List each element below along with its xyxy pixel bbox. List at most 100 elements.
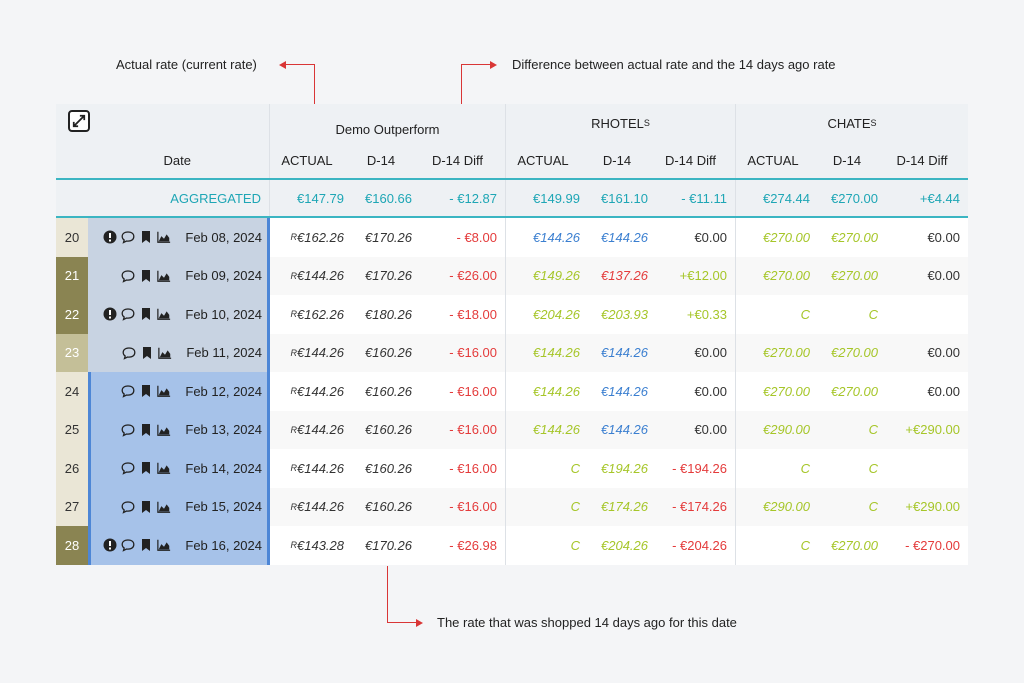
bookmark-icon[interactable]: [140, 346, 154, 360]
column-header-d14-diff[interactable]: D-14 Diff: [654, 142, 736, 178]
d14-rate-cell[interactable]: €144.26: [601, 422, 648, 438]
chart-icon[interactable]: [157, 230, 171, 244]
group-header[interactable]: Demo Outperform: [270, 104, 506, 142]
d14-rate-cell[interactable]: €203.93: [601, 306, 648, 322]
date-cell[interactable]: Feb 14, 2024: [88, 449, 270, 488]
actual-rate-cell[interactable]: R €162.26: [270, 295, 350, 334]
comment-icon[interactable]: [121, 538, 135, 552]
d14-diff-cell[interactable]: - €16.00: [418, 410, 506, 449]
group-header[interactable]: RHOTEL S: [506, 104, 736, 142]
d14-rate-cell[interactable]: €270.00: [831, 229, 878, 245]
d14-rate-cell[interactable]: €144.26: [601, 345, 648, 361]
d14-diff-cell[interactable]: €0.00: [654, 333, 736, 372]
d14-diff-cell[interactable]: - €18.00: [418, 295, 506, 334]
d14-diff-cell[interactable]: +€12.00: [654, 256, 736, 295]
actual-rate-cell[interactable]: C: [570, 499, 580, 515]
d14-rate-cell[interactable]: €270.00: [831, 537, 878, 553]
column-header-d14-diff[interactable]: D-14 Diff: [418, 142, 506, 178]
comment-icon[interactable]: [121, 461, 135, 475]
actual-rate-cell[interactable]: R €144.26: [270, 372, 350, 411]
actual-rate-cell[interactable]: €144.26: [533, 345, 580, 361]
bookmark-icon[interactable]: [139, 384, 153, 398]
date-cell[interactable]: Feb 11, 2024: [88, 333, 270, 372]
d14-rate-cell[interactable]: €170.26: [365, 268, 412, 284]
date-cell[interactable]: Feb 16, 2024: [88, 526, 270, 565]
table-row[interactable]: 20 Feb 08, 2024 R €162.26 €170.26 - €8.00 €144…: [56, 218, 968, 257]
d14-rate-cell[interactable]: C: [868, 422, 878, 438]
column-header-actual[interactable]: ACTUAL: [747, 152, 799, 168]
chart-icon[interactable]: [157, 307, 171, 321]
bookmark-icon[interactable]: [139, 269, 153, 283]
actual-rate-cell[interactable]: €290.00: [763, 422, 810, 438]
d14-diff-cell[interactable]: - €174.26: [654, 487, 736, 526]
d14-diff-cell[interactable]: - €16.00: [418, 372, 506, 411]
actual-rate-cell[interactable]: €204.26: [533, 306, 580, 322]
d14-diff-cell[interactable]: - €26.98: [418, 526, 506, 565]
bookmark-icon[interactable]: [139, 423, 153, 437]
d14-diff-cell[interactable]: - €16.00: [418, 487, 506, 526]
d14-diff-cell[interactable]: €0.00: [654, 410, 736, 449]
actual-rate-cell[interactable]: €144.26: [533, 229, 580, 245]
actual-rate-cell[interactable]: €149.26: [533, 268, 580, 284]
actual-rate-cell[interactable]: R €143.28: [270, 526, 350, 565]
d14-diff-cell[interactable]: - €270.00: [905, 537, 960, 553]
d14-diff-cell[interactable]: [884, 295, 968, 334]
date-cell[interactable]: Feb 10, 2024: [88, 295, 270, 334]
d14-rate-cell[interactable]: €204.26: [601, 537, 648, 553]
chart-icon[interactable]: [158, 346, 172, 360]
group-header[interactable]: CHATE S: [736, 104, 968, 142]
comment-icon[interactable]: [121, 500, 135, 514]
d14-diff-cell[interactable]: - €16.00: [418, 333, 506, 372]
chart-icon[interactable]: [157, 538, 171, 552]
bookmark-icon[interactable]: [139, 230, 153, 244]
d14-rate-cell[interactable]: €170.26: [365, 229, 412, 245]
actual-rate-cell[interactable]: C: [570, 460, 580, 476]
d14-diff-cell[interactable]: - €8.00: [418, 218, 506, 257]
actual-rate-cell[interactable]: €144.26: [533, 383, 580, 399]
d14-diff-cell[interactable]: +€290.00: [905, 499, 960, 515]
date-cell[interactable]: Feb 12, 2024: [88, 372, 270, 411]
d14-rate-cell[interactable]: C: [868, 460, 878, 476]
d14-diff-cell[interactable]: +€290.00: [905, 422, 960, 438]
comment-icon[interactable]: [122, 346, 136, 360]
d14-diff-cell[interactable]: €0.00: [927, 268, 960, 284]
alert-icon[interactable]: [103, 307, 117, 321]
d14-rate-cell[interactable]: €160.26: [365, 345, 412, 361]
date-cell[interactable]: Feb 08, 2024: [88, 218, 270, 257]
column-header-actual[interactable]: ACTUAL: [281, 152, 333, 168]
actual-rate-cell[interactable]: R €162.26: [270, 218, 350, 257]
table-row[interactable]: 28 Feb 16, 2024 R €143.28 €170.26 - €26.98 C €2…: [56, 526, 968, 565]
column-header-actual[interactable]: ACTUAL: [517, 152, 569, 168]
d14-diff-cell[interactable]: €0.00: [654, 218, 736, 257]
table-row[interactable]: 25 Feb 13, 2024 R €144.26 €160.26- €16.00 €14…: [56, 410, 968, 449]
comment-icon[interactable]: [121, 384, 135, 398]
d14-diff-cell[interactable]: - €26.00: [418, 256, 506, 295]
d14-rate-cell[interactable]: €180.26: [365, 306, 412, 322]
comment-icon[interactable]: [121, 423, 135, 437]
table-row[interactable]: 23 Feb 11, 2024 R €144.26 €160.26- €16.00 €14…: [56, 333, 968, 372]
d14-rate-cell[interactable]: €270.00: [831, 345, 878, 361]
actual-rate-cell[interactable]: R €144.26: [270, 449, 350, 488]
d14-diff-cell[interactable]: - €204.26: [654, 526, 736, 565]
table-row[interactable]: 24 Feb 12, 2024 R €144.26 €160.26- €16.00 €14…: [56, 372, 968, 411]
column-header-d14[interactable]: D-14: [602, 152, 632, 168]
alert-icon[interactable]: [103, 230, 117, 244]
actual-rate-cell[interactable]: C: [800, 537, 810, 553]
actual-rate-cell[interactable]: C: [800, 306, 810, 322]
d14-rate-cell[interactable]: €144.26: [601, 383, 648, 399]
d14-rate-cell[interactable]: €160.26: [365, 383, 412, 399]
date-cell[interactable]: Feb 09, 2024: [88, 256, 270, 295]
expand-icon[interactable]: [68, 110, 90, 132]
d14-rate-cell[interactable]: C: [868, 499, 878, 515]
chart-icon[interactable]: [157, 423, 171, 437]
chart-icon[interactable]: [157, 461, 171, 475]
comment-icon[interactable]: [121, 230, 135, 244]
date-cell[interactable]: Feb 15, 2024: [88, 487, 270, 526]
bookmark-icon[interactable]: [139, 500, 153, 514]
bookmark-icon[interactable]: [139, 461, 153, 475]
actual-rate-cell[interactable]: €290.00: [763, 499, 810, 515]
d14-rate-cell[interactable]: €160.26: [365, 422, 412, 438]
chart-icon[interactable]: [157, 384, 171, 398]
d14-rate-cell[interactable]: €144.26: [601, 229, 648, 245]
actual-rate-cell[interactable]: €270.00: [763, 345, 810, 361]
